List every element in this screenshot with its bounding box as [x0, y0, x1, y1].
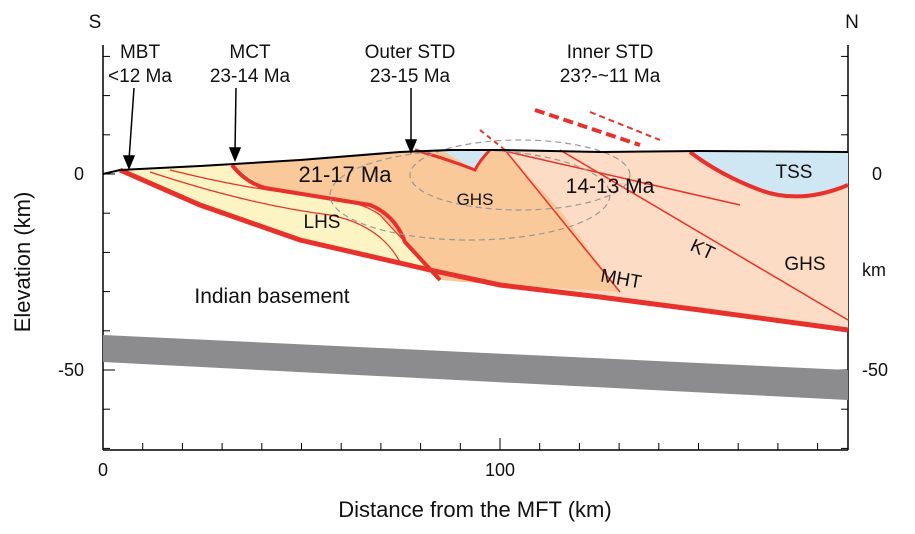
y-tick-label: -50	[58, 360, 84, 380]
fault-name: MBT	[120, 42, 161, 63]
age-label: 14-13 Ma	[566, 175, 655, 198]
arrow-head	[406, 140, 416, 152]
fault-age: 23-15 Ma	[370, 66, 451, 87]
arrow-head	[230, 148, 240, 160]
cross-section: S N MBT <12 Ma MCT 23-14 Ma Outer STD 23…	[0, 0, 915, 529]
fault-name: Outer STD	[365, 42, 456, 63]
unit-label: LHS	[304, 212, 341, 233]
arrow-head	[124, 156, 134, 168]
arrow	[129, 88, 134, 160]
moho-band	[103, 335, 848, 400]
y-tick-label: 0	[74, 164, 84, 184]
fault-age: 23?-~11 Ma	[560, 66, 661, 87]
right-unit: km	[862, 260, 886, 280]
north-label: N	[845, 12, 859, 33]
x-tick-label: 100	[485, 460, 515, 480]
inner-std-projection	[590, 112, 660, 140]
fault-age: 23-14 Ma	[210, 66, 291, 87]
inner-std-projection	[535, 110, 640, 145]
fault-name: Inner STD	[567, 42, 654, 63]
unit-label: GHS	[457, 190, 494, 209]
y-axis-title: Elevation (km)	[10, 192, 35, 333]
basement-label: Indian basement	[194, 285, 349, 308]
south-label: S	[89, 12, 102, 33]
unit-label: GHS	[784, 254, 825, 275]
fault-age: <12 Ma	[108, 66, 172, 87]
fault-name: MCT	[229, 42, 271, 63]
age-label: 21-17 Ma	[299, 162, 393, 187]
arrow	[235, 88, 236, 152]
y-tick-label: -50	[862, 360, 888, 380]
x-axis-title: Distance from the MFT (km)	[338, 497, 611, 522]
x-tick-label: 0	[98, 460, 108, 480]
unit-label: TSS	[776, 162, 813, 183]
y-tick-label: 0	[872, 164, 882, 184]
